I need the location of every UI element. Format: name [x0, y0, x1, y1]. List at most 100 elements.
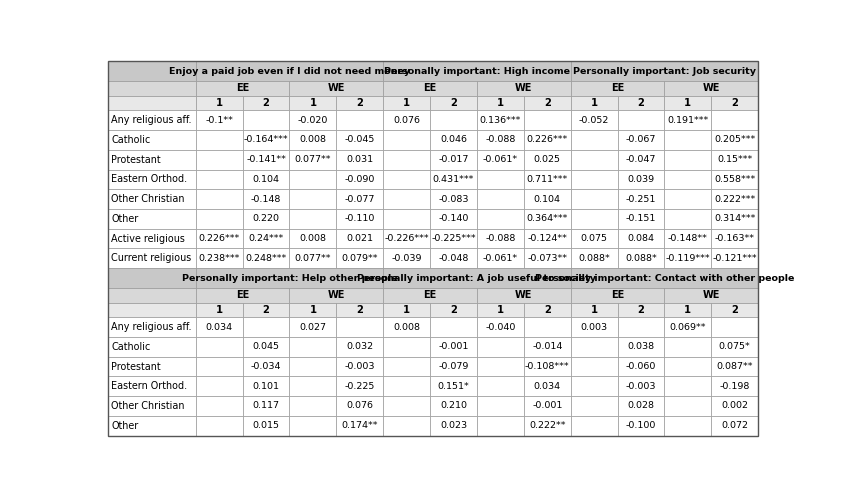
Bar — [570, 81, 663, 96]
Bar — [523, 317, 570, 337]
Bar — [617, 130, 663, 150]
Text: Other: Other — [111, 214, 138, 224]
Bar — [570, 130, 617, 150]
Bar — [289, 357, 336, 376]
Bar — [430, 150, 476, 170]
Bar — [108, 229, 196, 248]
Bar — [196, 96, 242, 110]
Bar — [570, 248, 617, 268]
Text: -0.052: -0.052 — [578, 116, 609, 124]
Text: 0.003: 0.003 — [580, 323, 607, 332]
Bar — [336, 229, 383, 248]
Text: 0.079**: 0.079** — [341, 254, 377, 263]
Text: WE: WE — [701, 290, 719, 300]
Bar — [617, 317, 663, 337]
Bar — [711, 248, 757, 268]
Text: -0.048: -0.048 — [438, 254, 468, 263]
Bar — [430, 170, 476, 189]
Text: EE: EE — [423, 83, 436, 93]
Bar — [711, 303, 757, 317]
Text: 0.084: 0.084 — [627, 234, 654, 243]
Bar — [242, 130, 289, 150]
Text: 0.15***: 0.15*** — [717, 155, 751, 164]
Bar — [289, 396, 336, 416]
Text: -0.047: -0.047 — [625, 155, 656, 164]
Text: Catholic: Catholic — [111, 135, 150, 145]
Bar — [289, 110, 336, 130]
Bar — [430, 229, 476, 248]
Bar — [242, 376, 289, 396]
Bar — [196, 170, 242, 189]
Bar — [476, 209, 523, 229]
Text: 0.238***: 0.238*** — [198, 254, 240, 263]
Bar — [617, 337, 663, 357]
Bar — [108, 130, 196, 150]
Bar — [430, 376, 476, 396]
Text: 0.027: 0.027 — [299, 323, 326, 332]
Text: 0.075: 0.075 — [580, 234, 607, 243]
Text: -0.090: -0.090 — [344, 175, 375, 184]
Bar — [711, 110, 757, 130]
Bar — [663, 248, 711, 268]
Text: -0.251: -0.251 — [625, 195, 656, 204]
Text: 1: 1 — [496, 305, 503, 315]
Bar — [617, 209, 663, 229]
Bar — [242, 189, 289, 209]
Text: -0.061*: -0.061* — [482, 155, 517, 164]
Bar — [663, 189, 711, 209]
Bar — [242, 416, 289, 435]
Bar — [242, 396, 289, 416]
Text: 0.002: 0.002 — [721, 401, 747, 410]
Text: 0.008: 0.008 — [299, 234, 326, 243]
Bar — [430, 337, 476, 357]
Bar — [383, 268, 570, 288]
Bar — [663, 170, 711, 189]
Bar — [617, 416, 663, 435]
Text: Personally important: A job useful to society: Personally important: A job useful to so… — [357, 274, 596, 282]
Bar — [108, 288, 196, 303]
Bar — [336, 317, 383, 337]
Text: -0.034: -0.034 — [251, 362, 281, 371]
Text: 0.104: 0.104 — [252, 175, 279, 184]
Bar — [108, 96, 196, 110]
Bar — [523, 416, 570, 435]
Bar — [711, 150, 757, 170]
Text: 1: 1 — [496, 98, 503, 108]
Bar — [617, 248, 663, 268]
Text: Enjoy a paid job even if I did not need money: Enjoy a paid job even if I did not need … — [169, 67, 409, 76]
Text: 0.075*: 0.075* — [718, 342, 749, 351]
Bar — [476, 396, 523, 416]
Text: 2: 2 — [450, 98, 457, 108]
Text: EE: EE — [610, 290, 624, 300]
Bar — [663, 357, 711, 376]
Text: -0.141**: -0.141** — [246, 155, 285, 164]
Text: 2: 2 — [262, 305, 269, 315]
Bar — [108, 189, 196, 209]
Text: -0.003: -0.003 — [344, 362, 375, 371]
Bar — [108, 81, 196, 96]
Bar — [570, 416, 617, 435]
Bar — [336, 96, 383, 110]
Text: Protestant: Protestant — [111, 362, 160, 371]
Bar — [711, 376, 757, 396]
Text: -0.198: -0.198 — [719, 382, 749, 391]
Bar — [570, 110, 617, 130]
Text: 0.069**: 0.069** — [668, 323, 706, 332]
Bar — [430, 248, 476, 268]
Bar — [523, 337, 570, 357]
Bar — [383, 303, 430, 317]
Bar — [108, 209, 196, 229]
Text: 0.008: 0.008 — [392, 323, 419, 332]
Text: 0.104: 0.104 — [533, 195, 560, 204]
Bar — [196, 416, 242, 435]
Bar — [617, 110, 663, 130]
Bar — [523, 110, 570, 130]
Bar — [108, 416, 196, 435]
Bar — [570, 62, 757, 81]
Text: 0.205***: 0.205*** — [713, 135, 755, 145]
Bar — [242, 170, 289, 189]
Bar — [617, 189, 663, 209]
Text: Eastern Orthod.: Eastern Orthod. — [111, 381, 187, 391]
Bar — [570, 96, 617, 110]
Text: -0.121***: -0.121*** — [711, 254, 756, 263]
